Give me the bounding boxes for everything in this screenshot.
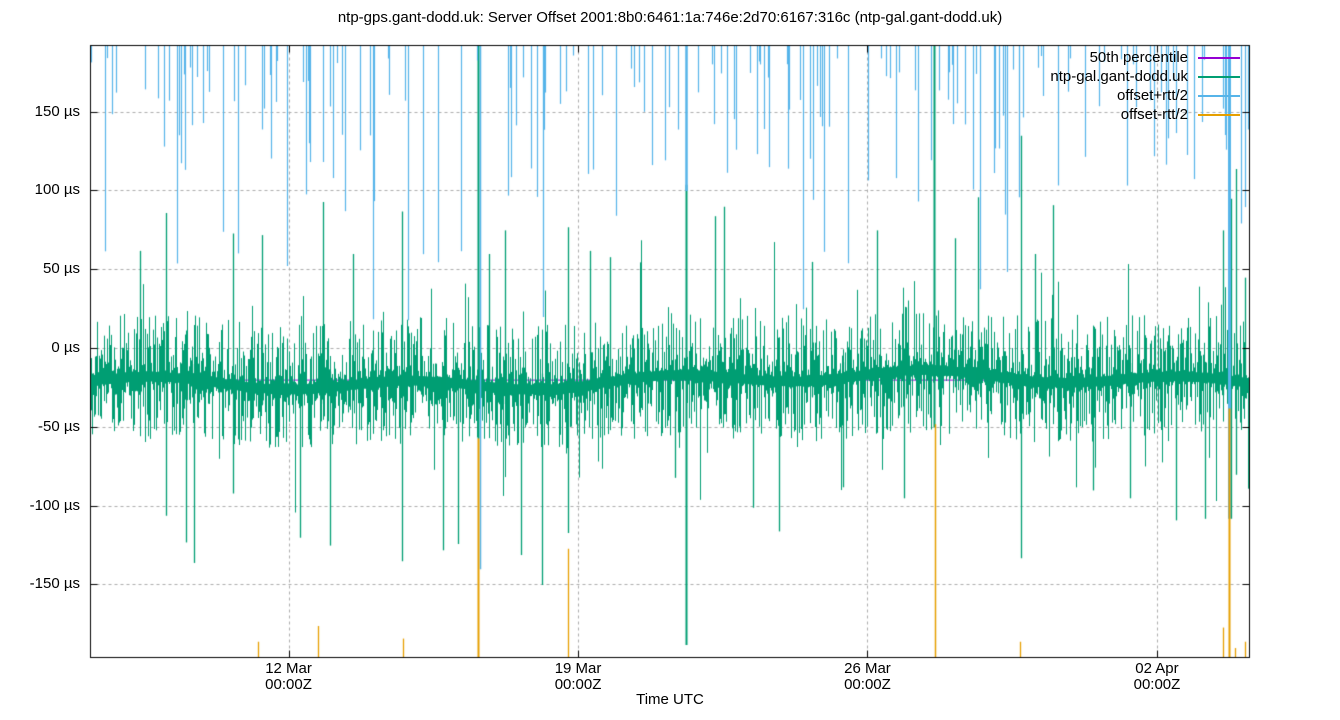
y-tick-label: 100 µs bbox=[34, 181, 80, 199]
legend-row-offset-plus-rtt: offset+rtt/2 bbox=[1050, 86, 1240, 105]
x-tick-label: 12 Mar 00:00Z bbox=[265, 660, 312, 693]
legend-label: 50th percentile bbox=[1089, 49, 1188, 66]
legend-label: ntp-gal.gant-dodd.uk bbox=[1050, 68, 1188, 85]
legend-line-sample bbox=[1198, 94, 1240, 97]
legend-label: offset+rtt/2 bbox=[1116, 87, 1188, 104]
legend-label: offset-rtt/2 bbox=[1120, 106, 1188, 123]
legend-row-50th-percentile: 50th percentile bbox=[1050, 48, 1240, 67]
y-tick-label: 150 µs bbox=[34, 102, 80, 120]
chart-title: ntp-gps.gant-dodd.uk: Server Offset 2001… bbox=[337, 9, 1003, 26]
x-tick-label: 19 Mar 00:00Z bbox=[554, 660, 602, 693]
x-tick-label: 26 Mar 00:00Z bbox=[844, 660, 891, 693]
x-tick-label: 02 Apr 00:00Z bbox=[1133, 660, 1181, 693]
legend-row-ntp-gal: ntp-gal.gant-dodd.uk bbox=[1050, 67, 1240, 86]
y-tick-label: -50 µs bbox=[38, 417, 80, 435]
y-tick-label: -100 µs bbox=[29, 496, 80, 514]
y-tick-label: -150 µs bbox=[29, 575, 80, 593]
legend-row-offset-minus-rtt: offset-rtt/2 bbox=[1050, 105, 1240, 124]
y-tick-label: 50 µs bbox=[43, 260, 80, 278]
legend-line-sample bbox=[1198, 75, 1240, 78]
y-tick-label: 0 µs bbox=[51, 339, 80, 357]
legend: 50th percentile ntp-gal.gant-dodd.uk off… bbox=[1050, 48, 1240, 124]
legend-line-sample bbox=[1198, 56, 1240, 59]
legend-line-sample bbox=[1198, 113, 1240, 116]
x-axis-title: Time UTC bbox=[636, 691, 704, 708]
